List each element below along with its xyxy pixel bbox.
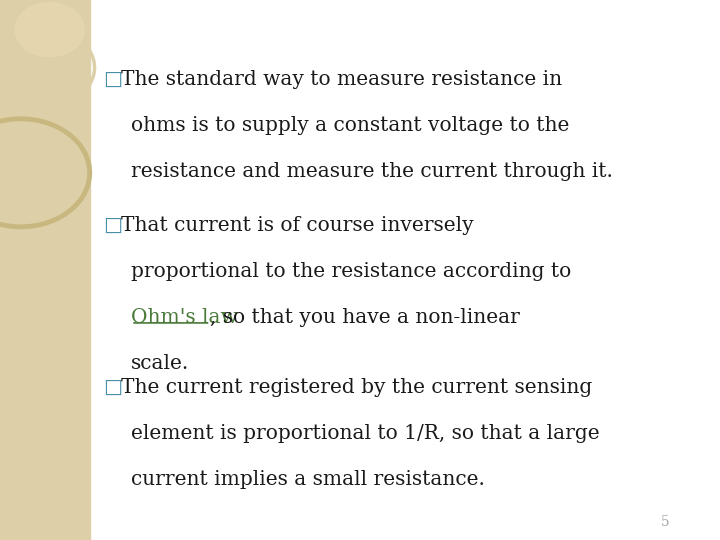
Text: That current is of course inversely: That current is of course inversely <box>121 216 473 235</box>
Circle shape <box>15 3 84 57</box>
Text: proportional to the resistance according to: proportional to the resistance according… <box>131 262 572 281</box>
Text: 5: 5 <box>661 515 670 529</box>
Text: □: □ <box>104 216 122 235</box>
Text: □: □ <box>104 70 122 89</box>
Text: scale.: scale. <box>131 354 189 373</box>
Text: The standard way to measure resistance in: The standard way to measure resistance i… <box>121 70 562 89</box>
Bar <box>0 0 90 540</box>
Text: The current registered by the current sensing: The current registered by the current se… <box>121 378 592 397</box>
Text: element is proportional to 1/R, so that a large: element is proportional to 1/R, so that … <box>131 424 600 443</box>
Text: □: □ <box>104 378 122 397</box>
Text: current implies a small resistance.: current implies a small resistance. <box>131 470 485 489</box>
Text: resistance and measure the current through it.: resistance and measure the current throu… <box>131 162 613 181</box>
Text: , so that you have a non-linear: , so that you have a non-linear <box>210 308 521 327</box>
Text: Ohm's law: Ohm's law <box>131 308 238 327</box>
Text: ohms is to supply a constant voltage to the: ohms is to supply a constant voltage to … <box>131 116 570 135</box>
